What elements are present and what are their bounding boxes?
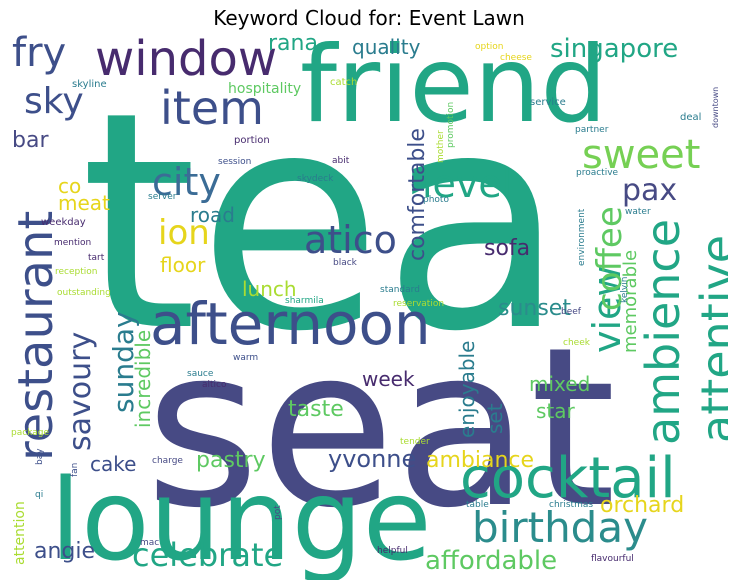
- word-ambiance: ambiance: [426, 448, 535, 473]
- word-ion: ion: [158, 213, 210, 253]
- word-flavourful: flavourful: [591, 554, 634, 564]
- word-kelvin: kelvin: [620, 276, 630, 303]
- word-tart: tart: [88, 253, 105, 263]
- word-skydeck: skydeck: [297, 174, 334, 184]
- word-sunset: sunset: [498, 296, 571, 321]
- word-celebrate: celebrate: [132, 536, 284, 574]
- word-fan: fan: [70, 462, 80, 477]
- word-sharmila: sharmila: [285, 296, 324, 306]
- word-pot: pot: [273, 505, 283, 520]
- word-road: road: [190, 203, 235, 227]
- word-beef: beef: [561, 307, 581, 317]
- word-atico: atico: [304, 218, 397, 262]
- word-deal: deal: [680, 112, 702, 123]
- word-ambience: ambience: [636, 218, 690, 445]
- word-environment: environment: [577, 208, 587, 266]
- word-quality: quality: [352, 35, 421, 59]
- word-partner: partner: [575, 125, 609, 135]
- word-sauce: sauce: [187, 369, 214, 379]
- word-proactive: proactive: [576, 168, 619, 178]
- word-tea: tea: [80, 48, 567, 397]
- word-lunch: lunch: [242, 277, 297, 301]
- word-enjoyable: enjoyable: [455, 340, 479, 438]
- word-weekday: weekday: [41, 217, 86, 228]
- word-photo: photo: [423, 195, 449, 205]
- word-afternoon: afternoon: [150, 290, 431, 358]
- word-singapore: singapore: [550, 34, 679, 64]
- word-star: star: [536, 399, 575, 423]
- word-bay: bay: [35, 448, 45, 465]
- word-cake: cake: [90, 452, 137, 476]
- word-abit: abit: [332, 156, 350, 166]
- word-tender: tender: [400, 437, 430, 447]
- word-skyline: skyline: [72, 79, 107, 90]
- word-angie: angie: [34, 539, 96, 564]
- word-server: server: [148, 192, 177, 202]
- word-savoury: savoury: [63, 331, 98, 451]
- word-level: level: [422, 162, 513, 206]
- word-qi: qi: [35, 490, 44, 500]
- word-lounge: lounge: [50, 456, 432, 580]
- word-sweet: sweet: [582, 132, 701, 178]
- word-mixed: mixed: [529, 372, 591, 396]
- word-christmas: christmas: [549, 500, 594, 510]
- word-altico: altico: [202, 380, 227, 390]
- word-sofa: sofa: [484, 236, 531, 261]
- word-mother: mother: [436, 130, 446, 163]
- word-cloud: tea seat lounge friend afternoon window restau…: [10, 33, 728, 580]
- word-item: item: [160, 81, 264, 135]
- word-floor: floor: [160, 253, 206, 277]
- word-session: session: [218, 157, 252, 167]
- word-downtown: downtown: [711, 86, 720, 128]
- word-set: set: [483, 403, 507, 434]
- word-helpful: helpful: [377, 546, 408, 556]
- word-friend: friend: [300, 33, 608, 146]
- word-orchard: orchard: [600, 493, 685, 518]
- word-fry: fry: [12, 33, 67, 76]
- word-seat: seat: [145, 300, 617, 556]
- word-mac: mac: [140, 538, 160, 548]
- word-rana: rana: [268, 33, 318, 56]
- word-service: service: [530, 97, 566, 108]
- word-pastry: pastry: [196, 448, 266, 473]
- word-city: city: [152, 160, 221, 204]
- word-option: option: [475, 42, 504, 52]
- word-table: table: [466, 500, 489, 510]
- word-affordable: affordable: [425, 546, 558, 576]
- word-package: package: [11, 428, 49, 438]
- word-portion: portion: [234, 135, 270, 146]
- word-hospitality: hospitality: [228, 81, 302, 97]
- word-week: week: [362, 367, 415, 391]
- word-cheek: cheek: [563, 338, 590, 348]
- word-reservation: reservation: [393, 299, 445, 309]
- word-water: water: [625, 207, 651, 217]
- chart-title: Keyword Cloud for: Event Lawn: [213, 6, 525, 30]
- word-meat: meat: [58, 191, 110, 215]
- word-cheese: cheese: [500, 53, 532, 63]
- word-window: window: [95, 33, 278, 87]
- word-restaurant: restaurant: [10, 210, 64, 461]
- word-bar: bar: [12, 128, 49, 153]
- word-promotion: promotion: [446, 101, 456, 148]
- word-standard: standard: [380, 285, 420, 295]
- word-taste: taste: [288, 397, 344, 422]
- word-cocktail: cocktail: [460, 446, 676, 511]
- word-mention: mention: [54, 238, 92, 248]
- word-outstanding: outstanding: [57, 288, 111, 298]
- word-yvonne: yvonne: [328, 445, 417, 473]
- word-attentive: attentive: [691, 234, 728, 443]
- word-reception: reception: [55, 267, 98, 277]
- word-incredible: incredible: [131, 329, 155, 428]
- word-charge: charge: [152, 456, 183, 466]
- word-birthday: birthday: [472, 503, 648, 552]
- word-pax: pax: [622, 173, 678, 208]
- word-sky: sky: [24, 81, 84, 122]
- word-catch: catch: [330, 77, 358, 88]
- word-attention: attention: [12, 501, 28, 565]
- word-black: black: [333, 258, 357, 268]
- word-co: co: [58, 174, 82, 198]
- word-warm: warm: [233, 353, 259, 363]
